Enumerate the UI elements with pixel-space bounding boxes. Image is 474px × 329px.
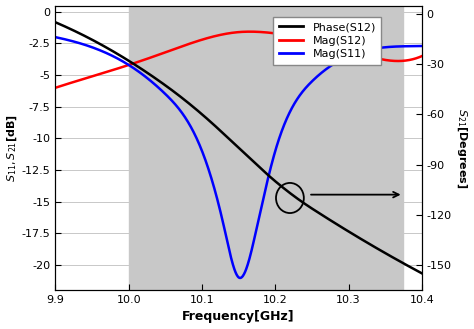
Bar [129, 6, 403, 290]
X-axis label: Frequency[GHz]: Frequency[GHz] [182, 311, 295, 323]
Y-axis label: $S_{11},S_{21}$[dB]: $S_{11},S_{21}$[dB] [6, 114, 19, 182]
Y-axis label: $S_{21}$[Degrees]: $S_{21}$[Degrees] [455, 108, 468, 188]
Legend: Phase(S12), Mag(S12), Mag(S11): Phase(S12), Mag(S12), Mag(S11) [273, 17, 381, 64]
